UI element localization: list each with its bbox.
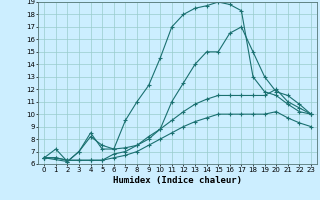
X-axis label: Humidex (Indice chaleur): Humidex (Indice chaleur) — [113, 176, 242, 185]
